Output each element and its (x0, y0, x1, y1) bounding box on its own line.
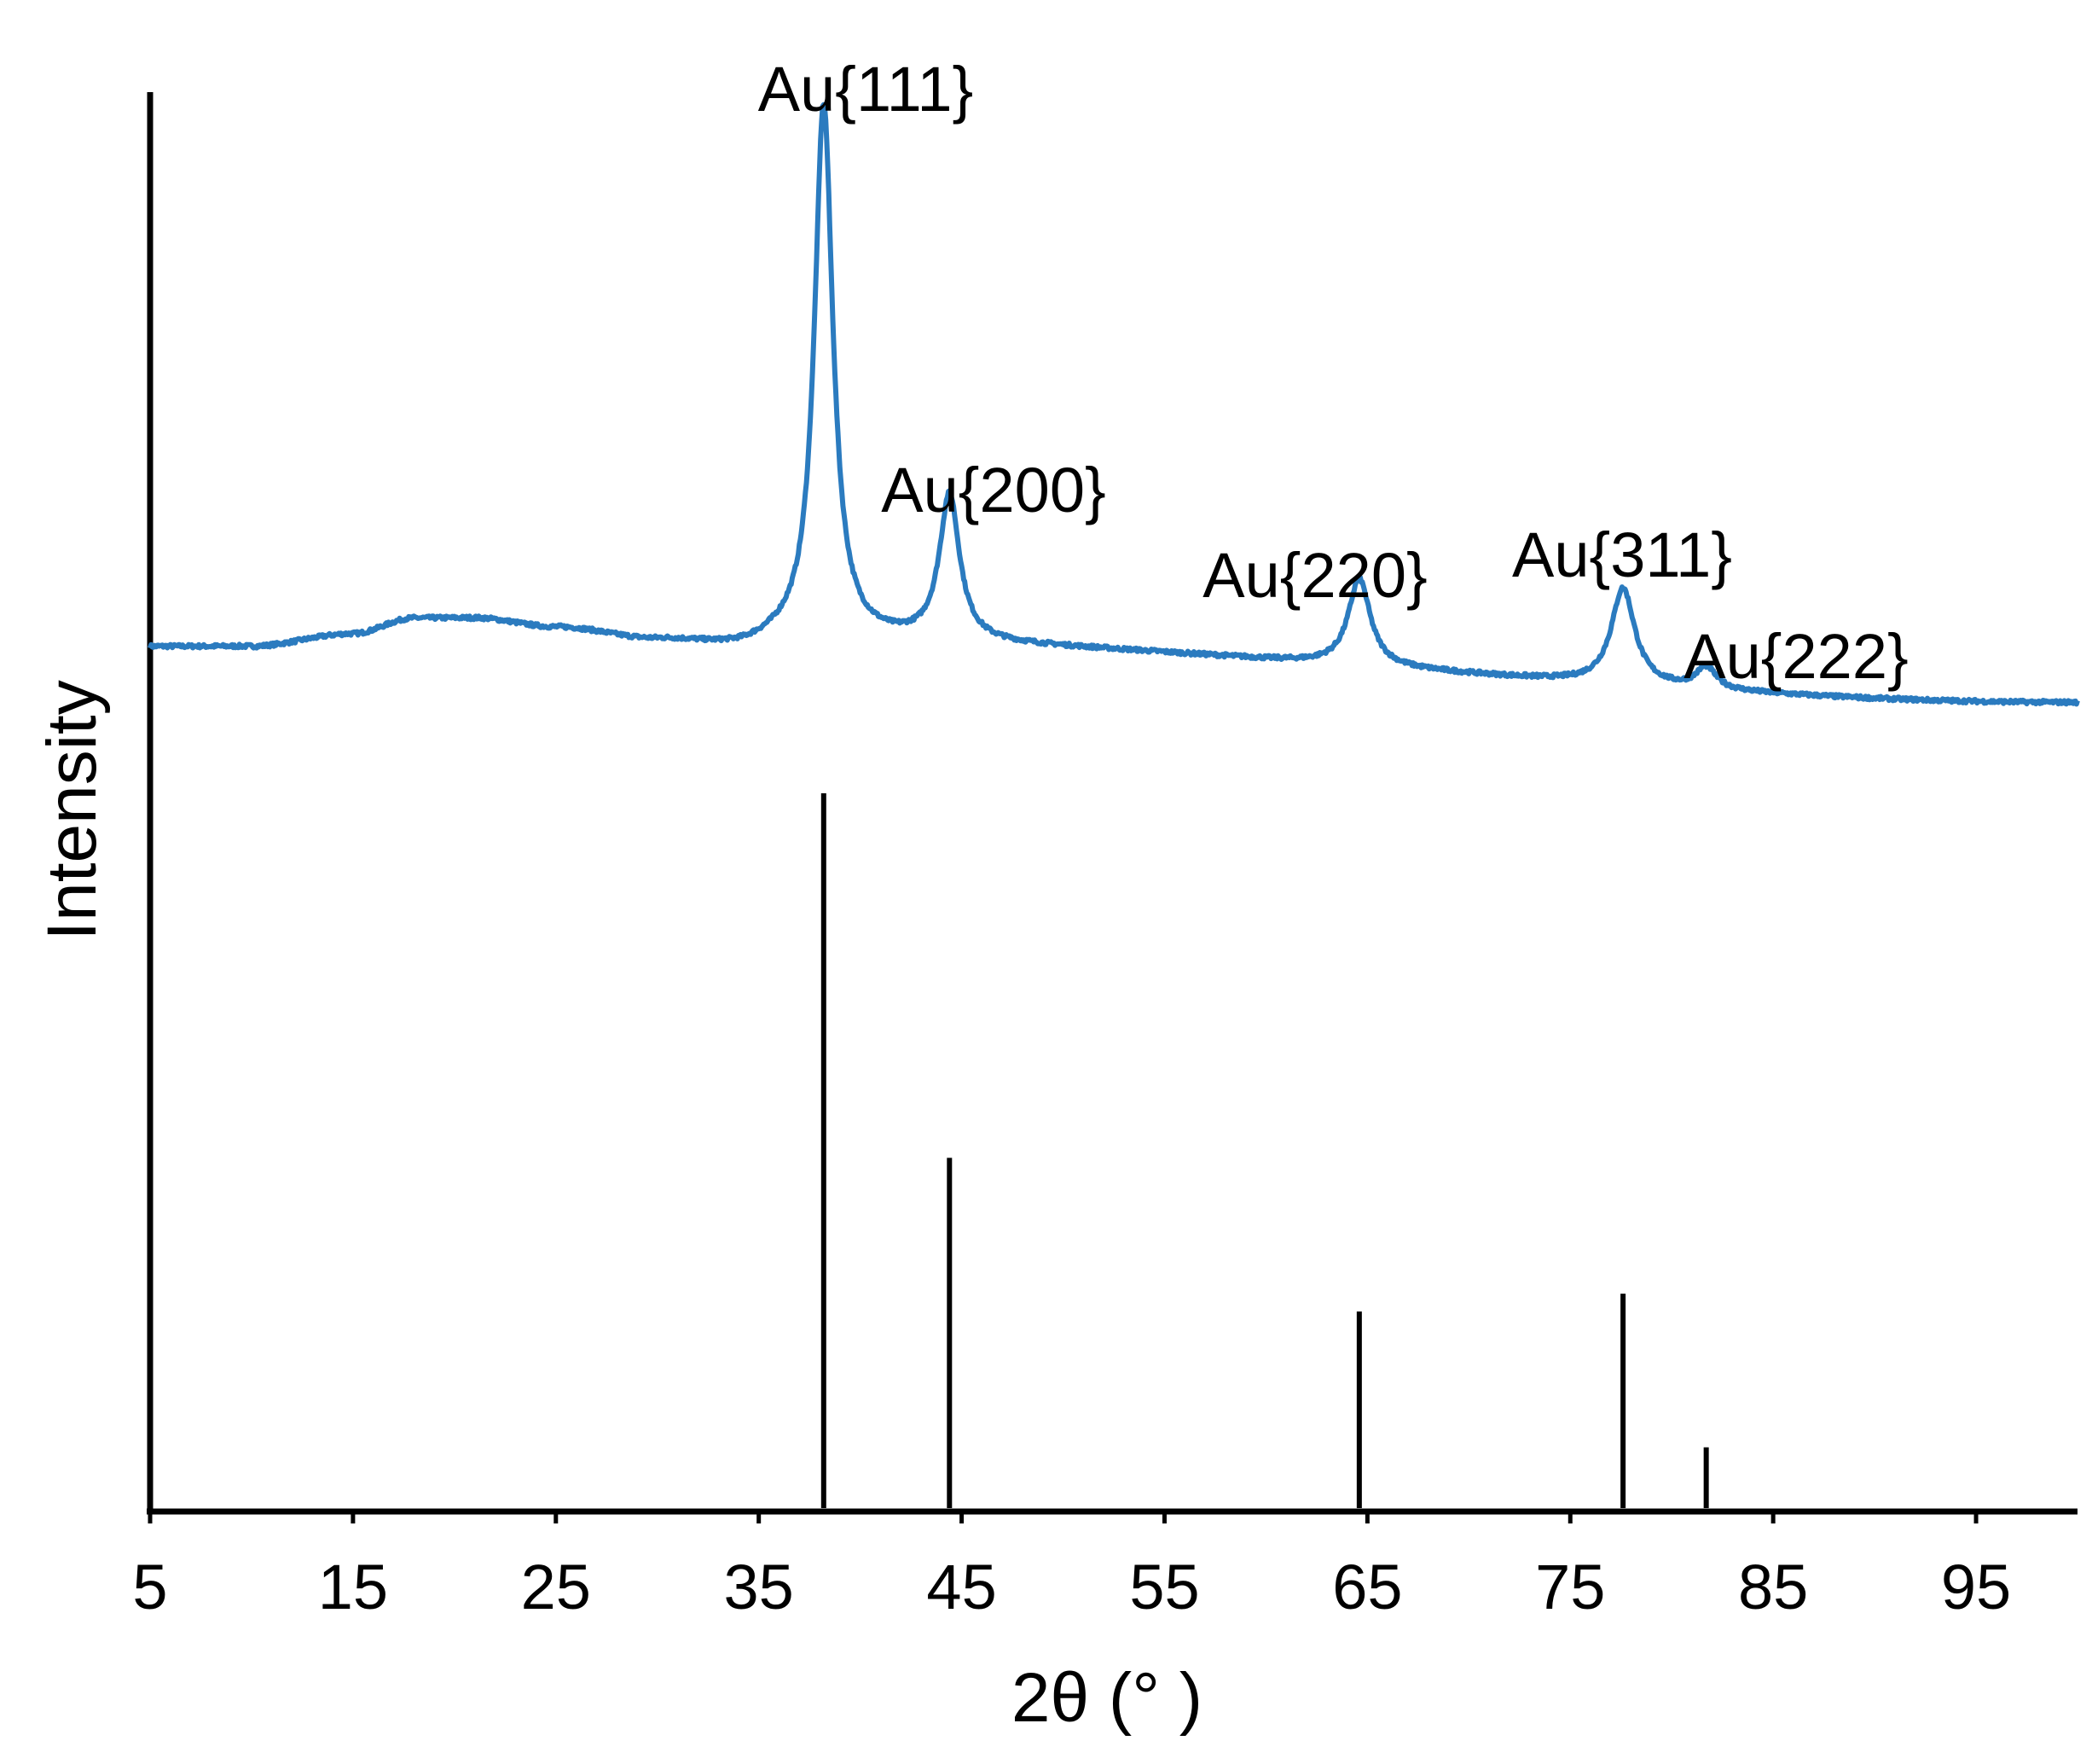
x-tick-label-7: 65 (1332, 1552, 1402, 1622)
x-tick-label-8: 75 (1535, 1552, 1605, 1622)
y-axis-title: Intensity (33, 680, 111, 940)
reference-lines (820, 793, 1709, 1508)
peak-label-3: Au{220} (1202, 540, 1427, 611)
x-tick-label-2: 15 (318, 1552, 388, 1622)
x-axis-title: 2θ (° ) (1011, 1659, 1202, 1737)
x-tick-label-1: 5 (132, 1552, 167, 1622)
x-tick-label-5: 45 (926, 1552, 996, 1622)
peak-label-5: Au{222} (1683, 621, 1908, 692)
peak-label-4: Au{311} (1512, 519, 1732, 590)
peak-label-2: Au{200} (881, 455, 1105, 525)
x-ticks: 5 15 25 35 45 55 65 75 85 95 (132, 1512, 2011, 1622)
peak-labels: Au{111} Au{200} Au{220} Au{311} Au{222} (758, 54, 1909, 692)
x-tick-label-9: 85 (1738, 1552, 1808, 1622)
x-tick-label-10: 95 (1941, 1552, 2011, 1622)
peak-label-1: Au{111} (758, 54, 973, 125)
x-tick-label-3: 25 (521, 1552, 591, 1622)
x-tick-label-4: 35 (724, 1552, 794, 1622)
x-tick-label-6: 55 (1129, 1552, 1199, 1622)
xrd-pattern-line (148, 102, 2080, 707)
